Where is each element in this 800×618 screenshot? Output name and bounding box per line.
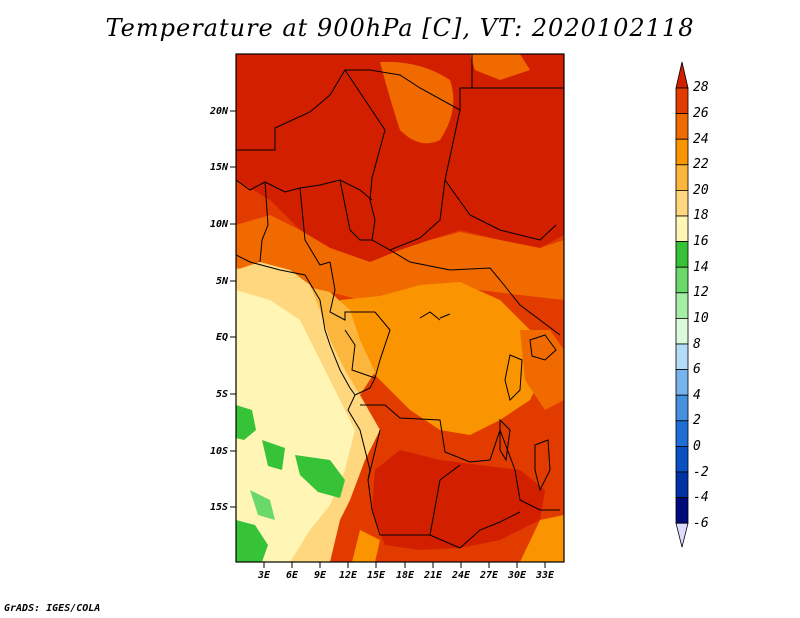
colorbar-swatch	[675, 138, 689, 166]
lat-label: 10S	[210, 446, 228, 457]
lon-label: 6E	[286, 570, 299, 581]
colorbar-swatch	[675, 292, 689, 319]
lon-label: 33E	[535, 570, 555, 581]
chart-title: Temperature at 900hPa [C], VT: 202010211…	[105, 14, 695, 42]
colorbar-bottom-arrow	[675, 522, 689, 548]
lat-label: 15N	[210, 162, 229, 173]
colorbar-label: 16	[693, 234, 709, 249]
lat-label: 10N	[210, 219, 229, 230]
colorbar-top-arrow	[675, 61, 689, 89]
lon-label: 24E	[451, 570, 471, 581]
colorbar-swatch	[675, 369, 689, 396]
colorbar-swatch	[675, 471, 689, 499]
colorbar-label: 8	[693, 337, 701, 352]
colorbar-swatch	[675, 445, 689, 473]
lat-label: 15S	[210, 502, 228, 513]
colorbar-swatch	[675, 164, 689, 191]
colorbar-label: 24	[693, 132, 709, 147]
lon-label: 21E	[423, 570, 443, 581]
lon-axis: 3E 6E 9E 12E 15E 18E 21E 24E 27E 30E 33E	[257, 562, 555, 581]
lon-label: 12E	[339, 570, 358, 581]
lat-label: 20N	[209, 106, 229, 117]
colorbar-swatch	[675, 87, 689, 115]
lat-axis: 20N 15N 10N 5N EQ 5S 10S 15S	[209, 106, 236, 513]
grads-credit: GrADS: IGES/COLA	[4, 603, 101, 614]
colorbar-label: 26	[693, 106, 709, 121]
colorbar-label: -6	[693, 516, 709, 531]
colorbar-swatch	[675, 266, 689, 294]
colorbar-label: 0	[693, 439, 701, 454]
colorbar: 28 26 24 22 20 18 16 14 12 10 8 6 4 2 0 …	[675, 61, 709, 548]
colorbar-swatch	[675, 189, 689, 217]
colorbar-label: 28	[693, 80, 709, 95]
colorbar-label: -4	[693, 490, 709, 505]
colorbar-label: 22	[693, 157, 709, 172]
lon-label: 15E	[367, 570, 386, 581]
colorbar-label: 14	[693, 260, 709, 275]
lon-label: 30E	[507, 570, 527, 581]
lat-label: 5N	[216, 276, 229, 287]
lon-label: 9E	[314, 570, 327, 581]
colorbar-swatch	[675, 343, 689, 371]
colorbar-swatch	[675, 317, 689, 345]
colorbar-swatch	[675, 241, 689, 268]
colorbar-label: 12	[693, 285, 709, 300]
lat-label: EQ	[216, 332, 228, 343]
country-borders	[236, 54, 564, 549]
colorbar-swatch	[675, 215, 689, 243]
colorbar-swatch	[675, 420, 689, 447]
colorbar-label: 18	[693, 208, 709, 223]
colorbar-label: 4	[693, 388, 701, 403]
lon-label: 27E	[479, 570, 499, 581]
lat-label: 5S	[216, 389, 228, 400]
map-frame	[235, 53, 565, 563]
colorbar-label: -2	[693, 465, 709, 480]
colorbar-swatch	[675, 394, 689, 422]
temperature-field	[236, 54, 564, 562]
colorbar-swatch	[675, 113, 689, 140]
lon-label: 3E	[257, 570, 271, 581]
colorbar-label: 10	[693, 311, 709, 326]
colorbar-label: 6	[693, 362, 701, 377]
lon-label: 18E	[396, 570, 415, 581]
colorbar-swatch	[675, 497, 689, 524]
colorbar-label: 20	[693, 183, 709, 198]
colorbar-label: 2	[693, 413, 701, 428]
